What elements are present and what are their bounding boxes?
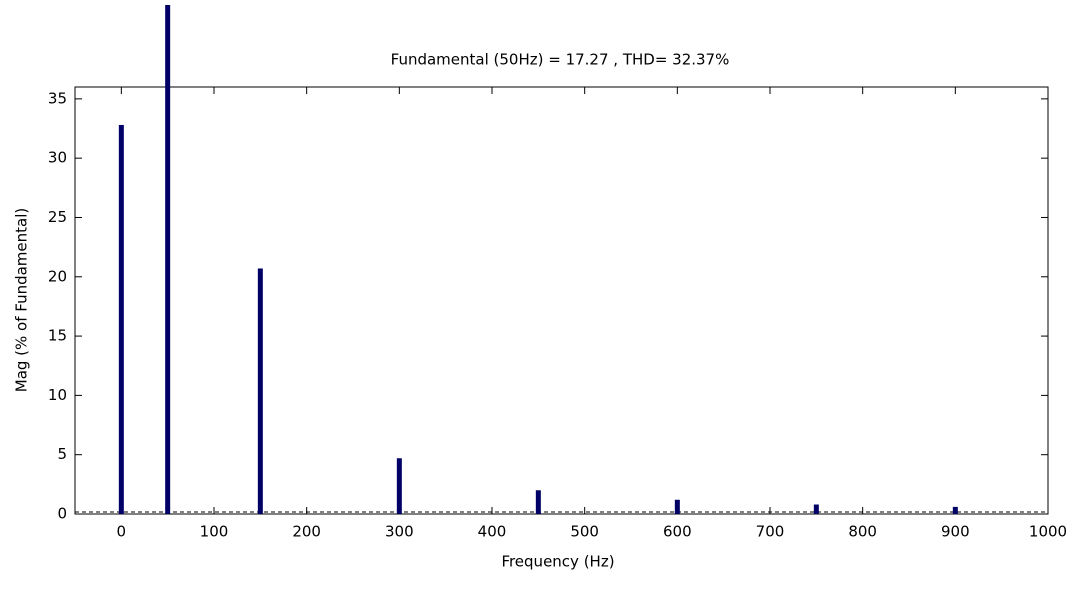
x-tick-label: 100 bbox=[200, 523, 229, 541]
y-tick-label: 5 bbox=[57, 445, 67, 463]
x-tick-label: 600 bbox=[663, 523, 692, 541]
bar bbox=[165, 5, 171, 514]
y-tick-label: 0 bbox=[57, 505, 67, 523]
bar bbox=[396, 458, 402, 514]
plot-area bbox=[74, 86, 1049, 515]
chart-title: Fundamental (50Hz) = 17.27 , THD= 32.37% bbox=[391, 51, 730, 69]
y-tick-label: 25 bbox=[48, 208, 67, 226]
x-axis-label: Frequency (Hz) bbox=[501, 553, 614, 571]
y-tick-label: 10 bbox=[48, 386, 67, 404]
bar bbox=[952, 506, 958, 514]
x-tick-label: 500 bbox=[570, 523, 599, 541]
x-tick-label: 300 bbox=[385, 523, 414, 541]
bar bbox=[118, 124, 124, 514]
y-axis-label: Mag (% of Fundamental) bbox=[13, 208, 31, 393]
bars bbox=[118, 5, 958, 514]
bar bbox=[813, 504, 819, 514]
x-tick-label: 800 bbox=[848, 523, 877, 541]
x-tick-label: 200 bbox=[292, 523, 321, 541]
bar bbox=[535, 490, 541, 514]
x-tick-label: 400 bbox=[478, 523, 507, 541]
y-tick-label: 15 bbox=[48, 327, 67, 345]
x-tick-label: 0 bbox=[117, 523, 127, 541]
x-tick-label: 900 bbox=[941, 523, 970, 541]
x-tick-label: 700 bbox=[756, 523, 785, 541]
y-tick-label: 35 bbox=[48, 89, 67, 107]
bar bbox=[674, 499, 680, 514]
x-tick-label: 1000 bbox=[1029, 523, 1067, 541]
y-tick-label: 20 bbox=[48, 267, 67, 285]
bar bbox=[257, 268, 263, 514]
y-tick-label: 30 bbox=[48, 149, 67, 167]
